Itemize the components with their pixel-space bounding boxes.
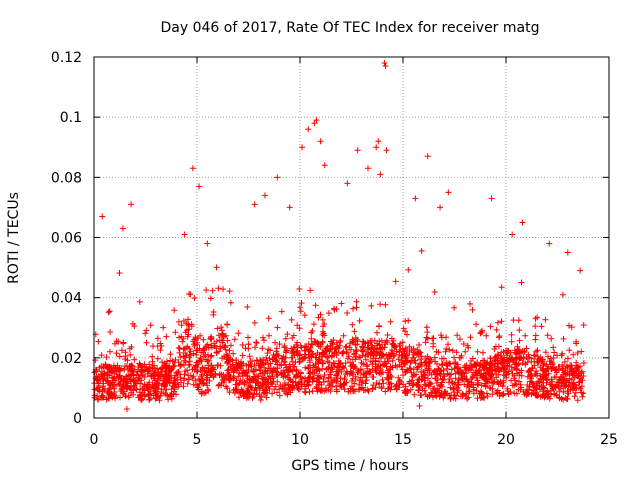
roti-point: [416, 402, 423, 409]
roti-point: [204, 240, 211, 247]
y-tick-label: 0.04: [51, 291, 82, 307]
y-tick-label: 0.08: [51, 170, 82, 186]
roti-point: [299, 144, 306, 151]
x-tick-label: 25: [600, 432, 618, 448]
roti-point-cloud: [91, 247, 587, 404]
y-tick-label: 0.1: [60, 110, 82, 126]
roti-point: [313, 117, 320, 124]
y-tick-label: 0: [73, 411, 82, 427]
x-tick-label: 0: [90, 432, 99, 448]
axis-ticks: [93, 56, 610, 419]
roti-point: [305, 126, 312, 133]
y-tick-labels: 0 0.02 0.04 0.06 0.08 0.1 0.12: [51, 50, 82, 427]
y-tick-label: 0.02: [51, 351, 82, 367]
roti-point: [519, 219, 526, 226]
roti-point: [546, 240, 553, 247]
roti-point: [123, 405, 130, 412]
roti-point: [196, 183, 203, 190]
roti-point: [317, 138, 324, 145]
roti-point: [261, 192, 268, 199]
data-points: [91, 60, 587, 412]
roti-point: [382, 63, 389, 70]
roti-point: [344, 180, 351, 187]
x-tick-label: 5: [193, 432, 202, 448]
roti-point: [181, 231, 188, 238]
y-axis-label: ROTI / TECUs: [6, 192, 22, 284]
roti-point: [274, 174, 281, 181]
chart-title: Day 046 of 2017, Rate Of TEC Index for r…: [161, 20, 540, 36]
roti-point: [311, 120, 318, 127]
roti-point: [373, 144, 380, 151]
roti-point: [321, 162, 328, 169]
roti-point: [375, 138, 382, 145]
roti-point: [445, 189, 452, 196]
roti-point: [286, 204, 293, 211]
roti-point: [354, 147, 361, 154]
roti-point: [189, 165, 196, 172]
roti-point: [128, 201, 135, 208]
roti-point: [257, 396, 264, 403]
y-tick-label: 0.12: [51, 50, 82, 66]
x-tick-label: 20: [497, 432, 515, 448]
x-tick-labels: 0 5 10 15 20 25: [90, 432, 618, 448]
x-tick-label: 15: [394, 432, 412, 448]
roti-point: [412, 195, 419, 202]
roti-point: [437, 204, 444, 211]
roti-point: [564, 249, 571, 256]
x-axis-label: GPS time / hours: [291, 458, 408, 474]
roti-point: [577, 267, 584, 274]
roti-point: [383, 147, 390, 154]
x-tick-label: 10: [291, 432, 309, 448]
roti-point: [424, 153, 431, 160]
roti-point: [99, 213, 106, 220]
roti-point: [251, 201, 258, 208]
roti-point: [381, 60, 388, 67]
roti-point: [364, 165, 371, 172]
y-tick-label: 0.06: [51, 231, 82, 247]
roti-point: [119, 225, 126, 232]
roti-point: [509, 231, 516, 238]
roti-point: [377, 171, 384, 178]
roti-point: [488, 195, 495, 202]
